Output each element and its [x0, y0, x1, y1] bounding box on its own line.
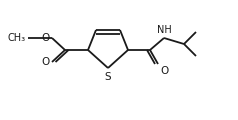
Text: S: S [105, 72, 111, 82]
Text: O: O [42, 57, 50, 67]
Text: O: O [42, 33, 50, 43]
Text: O: O [160, 66, 168, 76]
Text: CH₃: CH₃ [8, 33, 26, 43]
Text: NH: NH [157, 25, 171, 35]
